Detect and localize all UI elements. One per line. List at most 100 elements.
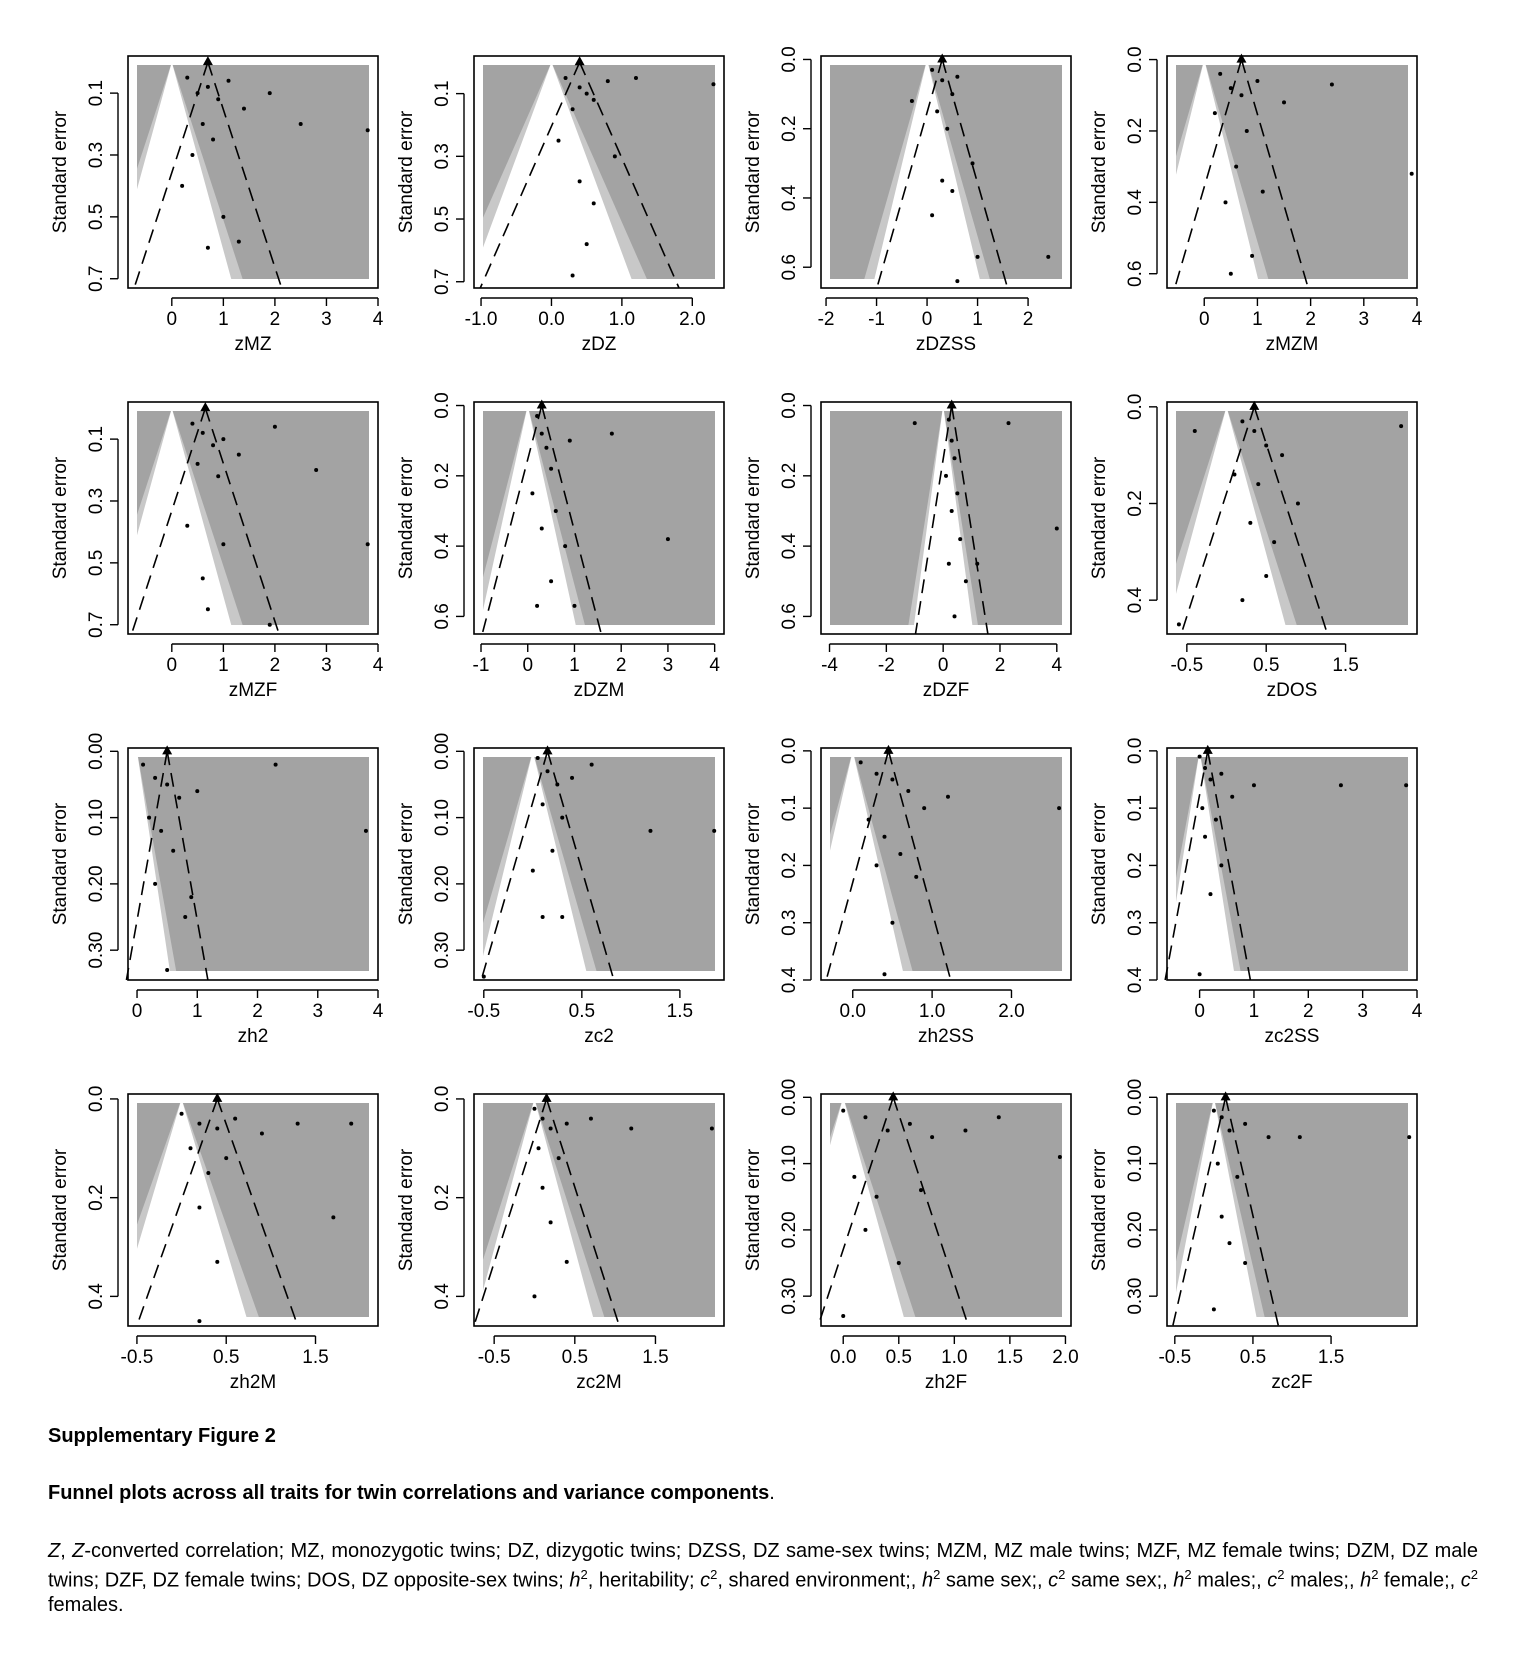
x-axis-label: zMZ xyxy=(235,334,272,355)
x-tick-label: 4 xyxy=(373,309,384,330)
x-tick-label: 3 xyxy=(1357,1001,1368,1022)
point xyxy=(874,771,879,776)
point xyxy=(863,1115,868,1120)
plot-frame xyxy=(1166,747,1418,981)
superscript: 2 xyxy=(1184,1567,1192,1582)
y-tick-label: 0.2 xyxy=(1125,490,1146,516)
funnel-line xyxy=(136,1098,219,1327)
x-tick-label: 0.5 xyxy=(213,1347,239,1368)
center-marker xyxy=(888,1091,899,1101)
y-tick-label: 0.0 xyxy=(779,46,800,72)
y-tick-label: 0.4 xyxy=(779,966,800,993)
x-axis-label: zDZF xyxy=(923,680,969,701)
center-marker xyxy=(536,399,547,409)
point xyxy=(1407,1135,1412,1140)
y-tick-label: 0.0 xyxy=(1125,394,1146,420)
x-tick-label: 0 xyxy=(132,1001,143,1022)
x-tick-label: 0 xyxy=(922,309,933,330)
point xyxy=(1251,783,1256,788)
point xyxy=(540,802,545,807)
legend-segment: c xyxy=(1460,1569,1471,1592)
funnel-line xyxy=(1240,59,1309,289)
point xyxy=(648,828,653,833)
point xyxy=(963,579,968,584)
point xyxy=(952,456,957,461)
center-marker xyxy=(883,744,894,754)
point xyxy=(563,544,568,549)
point xyxy=(570,107,575,112)
point xyxy=(907,1121,912,1126)
point xyxy=(1054,526,1059,531)
point xyxy=(1235,1174,1240,1179)
y-tick-label: 0.3 xyxy=(86,488,107,514)
y-axis-label: Standard error xyxy=(1089,802,1110,925)
plot-frame xyxy=(473,747,725,981)
point xyxy=(331,1215,336,1220)
point xyxy=(1240,419,1245,424)
funnel-plot: 0 1 2 3 4 zMZM 0.0 0.2 0.4 0.6 Standard error xyxy=(1089,46,1423,355)
point xyxy=(1282,100,1287,105)
point xyxy=(852,1174,857,1179)
y-tick-label: 0.2 xyxy=(779,852,800,878)
x-tick-label: 0.5 xyxy=(562,1347,588,1368)
x-axis-label: zc2SS xyxy=(1265,1026,1320,1047)
point xyxy=(236,239,241,244)
contours xyxy=(830,1103,1062,1317)
funnel-line xyxy=(1173,59,1243,289)
point xyxy=(1197,754,1202,759)
point xyxy=(211,443,216,448)
point xyxy=(1203,766,1208,771)
point xyxy=(1230,794,1235,799)
point xyxy=(885,1128,890,1133)
point xyxy=(1234,164,1239,169)
point xyxy=(560,915,565,920)
point xyxy=(949,438,954,443)
point xyxy=(549,579,554,584)
x-tick-label: 4 xyxy=(1412,309,1423,330)
funnel-line xyxy=(479,61,581,289)
legend-segment: h xyxy=(1173,1569,1185,1592)
point xyxy=(922,806,927,811)
point xyxy=(882,972,887,977)
point xyxy=(532,1106,537,1111)
point xyxy=(189,895,194,900)
y-tick-label: 0.20 xyxy=(86,865,107,902)
point xyxy=(215,1126,220,1131)
funnel-line xyxy=(540,405,603,635)
point xyxy=(535,755,540,760)
x-tick-label: -0.5 xyxy=(121,1347,154,1368)
y-axis-label: Standard error xyxy=(50,1148,71,1271)
point xyxy=(975,561,980,566)
figure: 0 1 2 3 4 zMZ 0.1 0.3 0.5 0.7 Standard error -1.0 0.… xyxy=(50,46,1423,1393)
point xyxy=(1240,598,1245,603)
contours xyxy=(483,65,715,279)
contours xyxy=(137,1103,369,1317)
point xyxy=(190,152,195,157)
x-tick-label: 0 xyxy=(167,309,178,330)
funnel-plot: -0.5 0.5 1.5 zh2M 0.0 0.2 0.4 Standard error xyxy=(50,1086,379,1393)
funnel-plot: -2 -1 0 1 2 zDZSS 0.0 0.2 0.4 0.6 Standard error xyxy=(743,46,1072,355)
point xyxy=(1272,540,1277,545)
y-tick-label: 0.5 xyxy=(86,550,107,576)
point xyxy=(906,788,911,793)
x-axis-label: zc2 xyxy=(584,1026,614,1047)
y-tick-label: 0.6 xyxy=(432,603,453,629)
point xyxy=(1404,783,1409,788)
funnel-plot: -0.5 0.5 1.5 zc2F 0.00 0.10 0.20 0.30 Standard e… xyxy=(1089,1079,1418,1393)
point xyxy=(200,430,205,435)
funnel-line xyxy=(578,61,680,289)
point xyxy=(216,97,221,102)
point xyxy=(1250,253,1255,258)
point xyxy=(952,614,957,619)
funnel-plot: -0.5 0.5 1.5 zc2 0.00 0.10 0.20 0.30 Standard er… xyxy=(396,733,725,1047)
x-tick-label: -1 xyxy=(868,309,885,330)
point xyxy=(1212,111,1217,116)
y-tick-label: 0.4 xyxy=(86,1283,107,1310)
x-tick-label: -0.5 xyxy=(1158,1347,1191,1368)
point xyxy=(955,74,960,79)
point xyxy=(1409,171,1414,176)
point xyxy=(584,91,589,96)
x-axis-label: zh2M xyxy=(230,1372,276,1393)
funnel-line xyxy=(876,59,943,289)
